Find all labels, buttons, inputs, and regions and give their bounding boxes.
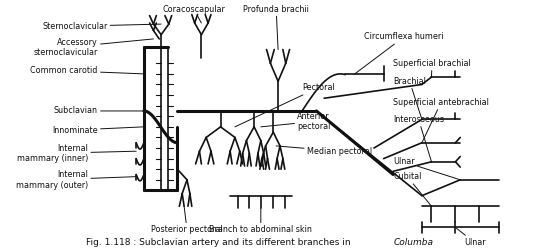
Text: Innominate: Innominate (52, 125, 144, 135)
Text: Sternoclavicular: Sternoclavicular (42, 22, 161, 31)
Text: Anterior
pectoral: Anterior pectoral (261, 112, 330, 131)
Text: Superficial brachial: Superficial brachial (393, 59, 471, 77)
Text: Superficial antebrachial: Superficial antebrachial (393, 98, 489, 143)
Text: Columba: Columba (393, 238, 433, 247)
Text: Interosseous: Interosseous (393, 115, 444, 162)
Text: Accessory
sternoclavicular: Accessory sternoclavicular (34, 38, 154, 57)
Text: Profunda brachii: Profunda brachii (243, 5, 309, 49)
Text: Posterior pectoral: Posterior pectoral (151, 206, 223, 234)
Text: Ulnar: Ulnar (455, 228, 486, 247)
Text: Fig. 1.118 : Subclavian artery and its different branches in: Fig. 1.118 : Subclavian artery and its d… (86, 238, 354, 247)
Text: Pectoral: Pectoral (235, 83, 335, 127)
Text: Subclavian: Subclavian (54, 106, 144, 115)
Text: Branch to abdominal skin: Branch to abdominal skin (209, 208, 312, 234)
Text: Coracoscapular: Coracoscapular (162, 5, 225, 23)
Text: Internal
mammary (outer): Internal mammary (outer) (16, 170, 136, 190)
Text: Ulnar: Ulnar (393, 157, 460, 180)
Text: Median pectoral: Median pectoral (276, 146, 372, 156)
Text: Circumflexa humeri: Circumflexa humeri (355, 32, 444, 74)
Text: Brachial: Brachial (393, 77, 426, 119)
Text: Internal
mammary (inner): Internal mammary (inner) (17, 144, 136, 163)
Text: Common carotid: Common carotid (30, 66, 144, 75)
Text: Cubital: Cubital (393, 172, 432, 206)
